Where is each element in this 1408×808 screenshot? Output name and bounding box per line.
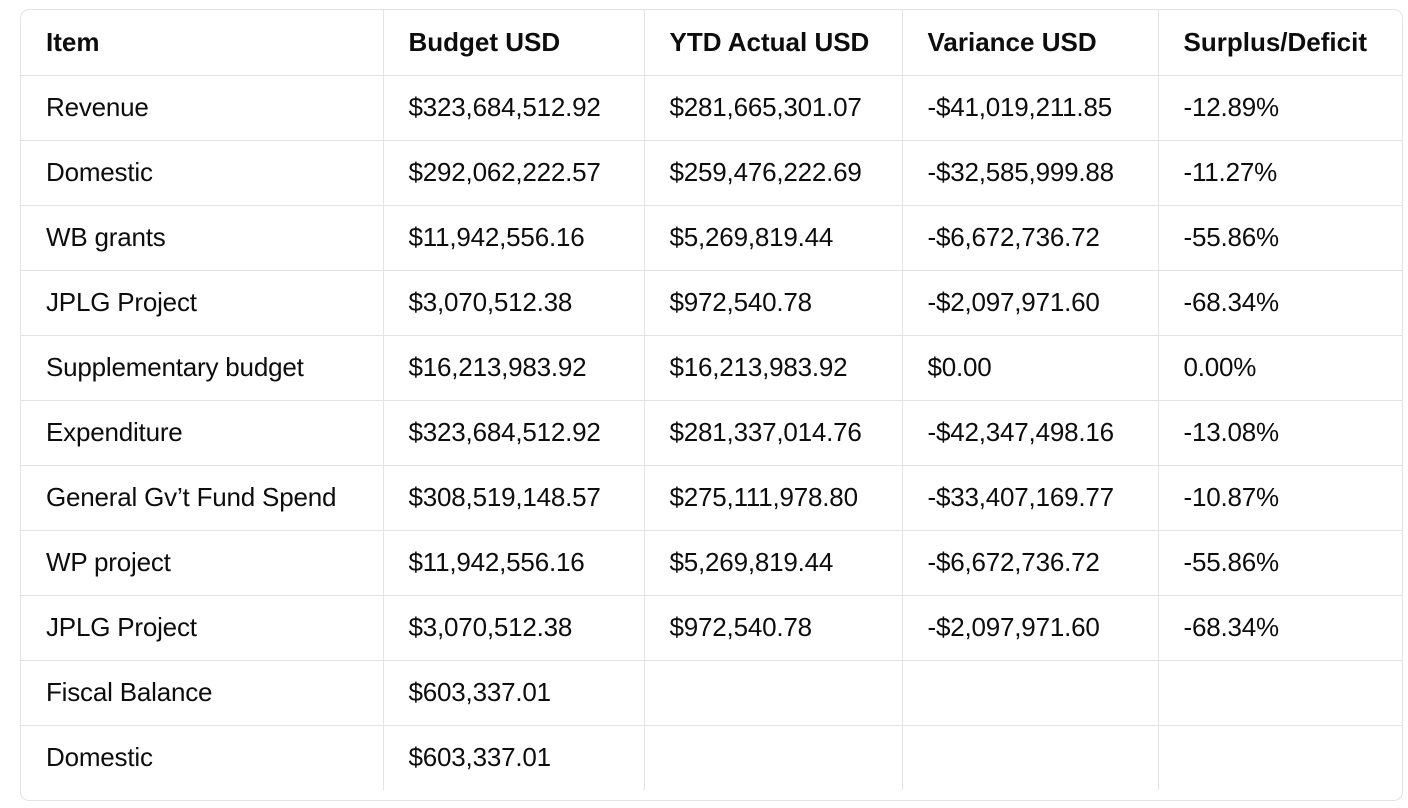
cell-surplus-deficit (1158, 660, 1402, 726)
table-row: Expenditure $323,684,512.92 $281,337,014… (21, 400, 1402, 466)
cell-budget: $16,213,983.92 (383, 335, 645, 401)
cell-surplus-deficit: -12.89% (1158, 75, 1402, 141)
cell-item: Supplementary budget (21, 335, 384, 401)
budget-table-container: Item Budget USD YTD Actual USD Variance … (20, 9, 1403, 801)
cell-budget: $323,684,512.92 (383, 75, 645, 141)
cell-budget: $308,519,148.57 (383, 465, 645, 531)
cell-variance: -$33,407,169.77 (902, 465, 1159, 531)
budget-table: Item Budget USD YTD Actual USD Variance … (21, 10, 1402, 790)
cell-surplus-deficit: -10.87% (1158, 465, 1402, 531)
cell-item: JPLG Project (21, 595, 384, 661)
column-header-ytd-actual: YTD Actual USD (644, 10, 903, 76)
cell-item: WP project (21, 530, 384, 596)
cell-variance: -$41,019,211.85 (902, 75, 1159, 141)
cell-budget: $292,062,222.57 (383, 140, 645, 206)
cell-ytd-actual: $259,476,222.69 (644, 140, 903, 206)
table-row: Revenue $323,684,512.92 $281,665,301.07 … (21, 75, 1402, 141)
cell-surplus-deficit: -55.86% (1158, 530, 1402, 596)
cell-surplus-deficit: -68.34% (1158, 270, 1402, 336)
cell-ytd-actual: $281,665,301.07 (644, 75, 903, 141)
cell-ytd-actual: $275,111,978.80 (644, 465, 903, 531)
table-row: Fiscal Balance $603,337.01 (21, 660, 1402, 726)
cell-ytd-actual: $972,540.78 (644, 595, 903, 661)
cell-variance: -$6,672,736.72 (902, 530, 1159, 596)
cell-variance: -$42,347,498.16 (902, 400, 1159, 466)
cell-surplus-deficit: -55.86% (1158, 205, 1402, 271)
cell-variance (902, 660, 1159, 726)
cell-item: Domestic (21, 140, 384, 206)
cell-budget: $3,070,512.38 (383, 270, 645, 336)
table-row: Supplementary budget $16,213,983.92 $16,… (21, 335, 1402, 401)
cell-item: Domestic (21, 725, 384, 790)
cell-surplus-deficit: -68.34% (1158, 595, 1402, 661)
column-header-budget: Budget USD (383, 10, 645, 76)
cell-budget: $3,070,512.38 (383, 595, 645, 661)
cell-surplus-deficit (1158, 725, 1402, 790)
table-row: General Gv’t Fund Spend $308,519,148.57 … (21, 465, 1402, 531)
cell-variance: -$6,672,736.72 (902, 205, 1159, 271)
cell-item: Revenue (21, 75, 384, 141)
cell-variance: $0.00 (902, 335, 1159, 401)
cell-item: JPLG Project (21, 270, 384, 336)
cell-surplus-deficit: -11.27% (1158, 140, 1402, 206)
cell-item: WB grants (21, 205, 384, 271)
cell-item: General Gv’t Fund Spend (21, 465, 384, 531)
column-header-variance: Variance USD (902, 10, 1159, 76)
cell-ytd-actual: $5,269,819.44 (644, 205, 903, 271)
cell-item: Fiscal Balance (21, 660, 384, 726)
cell-ytd-actual: $972,540.78 (644, 270, 903, 336)
cell-surplus-deficit: 0.00% (1158, 335, 1402, 401)
cell-ytd-actual (644, 725, 903, 790)
cell-variance: -$32,585,999.88 (902, 140, 1159, 206)
cell-item: Expenditure (21, 400, 384, 466)
cell-ytd-actual (644, 660, 903, 726)
table-body: Revenue $323,684,512.92 $281,665,301.07 … (21, 75, 1402, 790)
cell-surplus-deficit: -13.08% (1158, 400, 1402, 466)
cell-ytd-actual: $281,337,014.76 (644, 400, 903, 466)
header-row: Item Budget USD YTD Actual USD Variance … (21, 10, 1402, 76)
table-header: Item Budget USD YTD Actual USD Variance … (21, 10, 1402, 76)
table-row: JPLG Project $3,070,512.38 $972,540.78 -… (21, 270, 1402, 336)
cell-budget: $11,942,556.16 (383, 205, 645, 271)
column-header-surplus-deficit: Surplus/Deficit (1158, 10, 1402, 76)
cell-budget: $603,337.01 (383, 660, 645, 726)
column-header-item: Item (21, 10, 384, 76)
table-row: WB grants $11,942,556.16 $5,269,819.44 -… (21, 205, 1402, 271)
cell-variance: -$2,097,971.60 (902, 270, 1159, 336)
table-row: WP project $11,942,556.16 $5,269,819.44 … (21, 530, 1402, 596)
table-row: Domestic $292,062,222.57 $259,476,222.69… (21, 140, 1402, 206)
cell-budget: $323,684,512.92 (383, 400, 645, 466)
cell-variance (902, 725, 1159, 790)
cell-ytd-actual: $16,213,983.92 (644, 335, 903, 401)
cell-budget: $603,337.01 (383, 725, 645, 790)
cell-budget: $11,942,556.16 (383, 530, 645, 596)
table-row: JPLG Project $3,070,512.38 $972,540.78 -… (21, 595, 1402, 661)
cell-variance: -$2,097,971.60 (902, 595, 1159, 661)
table-row: Domestic $603,337.01 (21, 725, 1402, 790)
cell-ytd-actual: $5,269,819.44 (644, 530, 903, 596)
